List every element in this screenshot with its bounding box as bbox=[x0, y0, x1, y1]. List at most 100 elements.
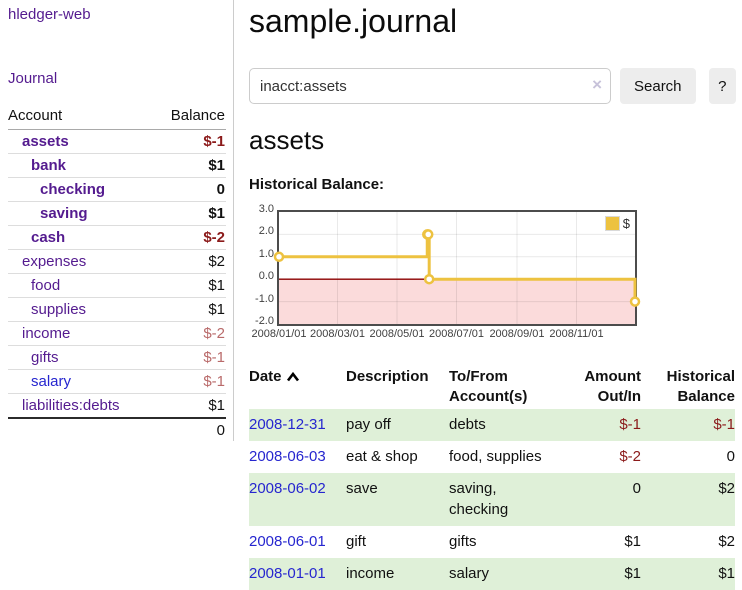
sidebar-account-link-checking[interactable]: checking bbox=[40, 181, 106, 198]
register-table: Date Description To/From Account(s) Amou… bbox=[249, 365, 735, 590]
sidebar-account-row: bank $1 bbox=[8, 154, 226, 178]
account-column-header: Account bbox=[8, 107, 63, 124]
sidebar-account-link-gifts[interactable]: gifts bbox=[31, 349, 59, 366]
register-cell-amount: $-1 bbox=[561, 409, 641, 441]
chart-plot-area[interactable]: $ bbox=[273, 210, 641, 326]
register-cell-balance: $2 bbox=[641, 473, 735, 526]
sidebar-account-row: supplies $1 bbox=[8, 298, 226, 322]
register-cell-balance: $-1 bbox=[641, 409, 735, 441]
sidebar-account-row: cash $-2 bbox=[8, 226, 226, 250]
amount-value: 0 bbox=[632, 480, 641, 497]
transaction-date-link[interactable]: 2008-06-01 bbox=[249, 533, 326, 550]
sidebar-account-balance: $-1 bbox=[203, 349, 225, 366]
search-input[interactable] bbox=[249, 68, 611, 104]
x-axis-tick-label: 2008/05/01 bbox=[369, 328, 425, 340]
main-content: sample.journal × Search ? assets Histori… bbox=[249, 0, 736, 590]
help-button[interactable]: ? bbox=[708, 68, 736, 104]
register-cell-description: gift bbox=[346, 533, 367, 550]
page-title: sample.journal bbox=[249, 3, 458, 39]
column-header-date[interactable]: Date bbox=[249, 365, 346, 409]
accounts-table: Account Balance assets $-1 bank $1 checking 0… bbox=[8, 103, 226, 442]
account-title: assets bbox=[249, 125, 325, 155]
register-cell-balance: 0 bbox=[641, 441, 735, 473]
sidebar-account-row: expenses $2 bbox=[8, 250, 226, 274]
clear-search-icon[interactable]: × bbox=[592, 75, 602, 94]
amount-value: $-1 bbox=[619, 416, 641, 433]
data-point-marker bbox=[423, 273, 435, 285]
amount-value: $1 bbox=[624, 565, 641, 582]
column-header-accounts: To/From Account(s) bbox=[449, 368, 528, 405]
sidebar-account-balance: $-2 bbox=[203, 229, 225, 246]
sidebar-account-balance: $1 bbox=[208, 157, 225, 174]
register-header-row: Date Description To/From Account(s) Amou… bbox=[249, 365, 735, 409]
register-cell-balance: $1 bbox=[641, 558, 735, 590]
sidebar-account-row: gifts $-1 bbox=[8, 346, 226, 370]
register-cell-accounts: food, supplies bbox=[449, 448, 542, 465]
x-axis-tick-label: 2008/11/01 bbox=[549, 328, 604, 340]
sidebar-account-link-expenses[interactable]: expenses bbox=[22, 253, 87, 270]
legend-label: $ bbox=[622, 216, 630, 231]
balance-value: $2 bbox=[718, 533, 735, 550]
register-row: 2008-06-02 save saving, checking 0 $2 bbox=[249, 473, 735, 526]
sidebar-account-balance: $2 bbox=[208, 253, 225, 270]
register-cell-amount: $1 bbox=[561, 526, 641, 558]
register-cell-date: 2008-06-02 bbox=[249, 473, 346, 526]
accounts-total-value: 0 bbox=[216, 422, 225, 439]
register-cell-accounts: gifts bbox=[449, 533, 477, 550]
y-axis-tick-label: 1.0 bbox=[258, 247, 274, 260]
register-cell-description: eat & shop bbox=[346, 448, 418, 465]
legend-swatch-icon bbox=[604, 216, 620, 231]
sidebar-account-balance: $-1 bbox=[203, 373, 225, 390]
sidebar-account-link-assets[interactable]: assets bbox=[22, 133, 69, 150]
sidebar-account-balance: $1 bbox=[208, 301, 225, 318]
data-point-marker bbox=[422, 229, 434, 240]
search-input-wrap: × bbox=[249, 68, 611, 104]
register-row: 2008-06-01 gift gifts $1 $2 bbox=[249, 526, 735, 558]
sidebar-item-journal[interactable]: Journal bbox=[8, 70, 58, 87]
sidebar-account-link-salary[interactable]: salary bbox=[31, 373, 72, 390]
sidebar-account-row: assets $-1 bbox=[8, 130, 226, 154]
sidebar-account-link-saving[interactable]: saving bbox=[40, 205, 88, 222]
register-cell-accounts: saving, checking bbox=[449, 480, 509, 518]
x-axis-tick-label: 2008/01/01 bbox=[251, 328, 307, 340]
sort-ascending-icon bbox=[286, 368, 300, 388]
transaction-date-link[interactable]: 2008-06-02 bbox=[249, 480, 326, 497]
y-axis-tick-label: -2.0 bbox=[255, 315, 274, 327]
y-axis-tick-label: 3.0 bbox=[258, 203, 274, 215]
balance-value: $-1 bbox=[713, 416, 735, 433]
search-button[interactable]: Search bbox=[620, 68, 696, 104]
register-cell-description: pay off bbox=[346, 416, 391, 433]
chart-canvas bbox=[273, 212, 641, 324]
sidebar-account-row: saving $1 bbox=[8, 202, 226, 226]
negative-region-shading bbox=[279, 279, 635, 324]
sidebar-account-balance: $-2 bbox=[203, 325, 225, 342]
transaction-date-link[interactable]: 2008-12-31 bbox=[249, 416, 326, 433]
sidebar-divider bbox=[233, 0, 234, 441]
register-cell-description: save bbox=[346, 480, 378, 497]
accounts-table-header: Account Balance bbox=[8, 103, 226, 130]
transaction-date-link[interactable]: 2008-06-03 bbox=[249, 448, 326, 465]
accounts-total-row: 0 bbox=[8, 417, 226, 442]
balance-value: $1 bbox=[718, 565, 735, 582]
app-brand-link[interactable]: hledger-web bbox=[8, 6, 91, 23]
balance-column-header: Balance bbox=[170, 107, 225, 124]
data-point-marker bbox=[273, 251, 285, 263]
chart-legend: $ bbox=[602, 215, 632, 232]
transaction-date-link[interactable]: 2008-01-01 bbox=[249, 565, 326, 582]
y-axis-tick-label: 2.0 bbox=[258, 225, 274, 238]
sidebar-account-link-cash[interactable]: cash bbox=[31, 229, 66, 246]
register-row: 2008-01-01 income salary $1 $1 bbox=[249, 558, 735, 590]
sidebar-account-link-supplies[interactable]: supplies bbox=[31, 301, 87, 318]
register-cell-accounts: debts bbox=[449, 416, 486, 433]
amount-value: $-2 bbox=[619, 448, 641, 465]
register-cell-amount: $1 bbox=[561, 558, 641, 590]
sidebar-account-link-bank[interactable]: bank bbox=[31, 157, 67, 174]
sidebar: hledger-web Journal Account Balance asse… bbox=[0, 0, 233, 442]
sidebar-account-balance: $-1 bbox=[203, 133, 225, 150]
sidebar-account-link-food[interactable]: food bbox=[31, 277, 61, 294]
sidebar-account-link-liabilities-debts[interactable]: liabilities:debts bbox=[22, 397, 120, 414]
historical-balance-chart: 3.0 2.0 1.0 0.0 -1.0 -2.0 $ 2008/01/01 2008/03… bbox=[249, 201, 736, 340]
sidebar-account-link-income[interactable]: income bbox=[22, 325, 71, 342]
sidebar-account-row: food $1 bbox=[8, 274, 226, 298]
register-cell-description: income bbox=[346, 565, 395, 582]
